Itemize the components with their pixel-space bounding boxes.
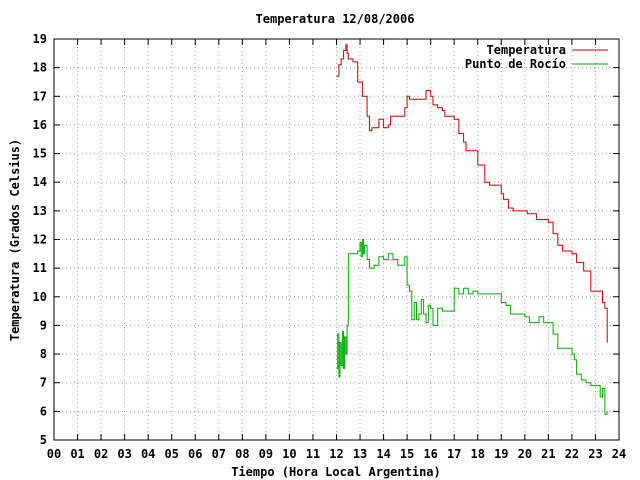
y-axis-ticks: 5 6 7 8 9 10 11 12 13 14 15 16 17 18 19: [33, 32, 619, 447]
x-tick-label: 06: [188, 447, 202, 461]
chart-title: Temperatura 12/08/2006: [256, 12, 415, 26]
grid: [54, 39, 619, 440]
y-tick-label: 6: [40, 404, 47, 418]
x-tick-label: 22: [565, 447, 579, 461]
y-tick-label: 13: [33, 204, 47, 218]
x-tick-label: 23: [588, 447, 602, 461]
x-tick-label: 15: [400, 447, 414, 461]
y-tick-label: 14: [33, 175, 47, 189]
y-axis-label: Temperatura (Grados Celsius): [8, 139, 22, 341]
y-tick-label: 8: [40, 347, 47, 361]
x-tick-label: 12: [329, 447, 343, 461]
series-lines: [336, 44, 608, 415]
x-tick-label: 10: [282, 447, 296, 461]
y-tick-label: 19: [33, 32, 47, 46]
x-tick-label: 14: [376, 447, 390, 461]
x-tick-label: 04: [141, 447, 155, 461]
x-tick-label: 02: [94, 447, 108, 461]
x-tick-label: 09: [259, 447, 273, 461]
series-2-legend-label: Punto de Rocío: [465, 57, 566, 71]
x-tick-label: 21: [541, 447, 555, 461]
x-axis-label: Tiempo (Hora Local Argentina): [231, 465, 441, 479]
x-tick-label: 17: [447, 447, 461, 461]
y-tick-label: 17: [33, 89, 47, 103]
series-1-legend-label: Temperatura: [487, 43, 566, 57]
x-tick-label: 07: [212, 447, 226, 461]
x-tick-label: 08: [235, 447, 249, 461]
x-tick-label: 00: [47, 447, 61, 461]
x-tick-label: 20: [518, 447, 532, 461]
x-tick-label: 16: [423, 447, 437, 461]
x-tick-label: 13: [353, 447, 367, 461]
y-tick-label: 9: [40, 318, 47, 332]
y-tick-label: 5: [40, 433, 47, 447]
x-tick-label: 03: [117, 447, 131, 461]
y-tick-label: 18: [33, 61, 47, 75]
x-axis-ticks: 00 01 02 03 04 05 06 07 08 09 10 11 12 13 14 15 16 17 18 19…: [47, 39, 626, 461]
y-tick-label: 11: [33, 261, 47, 275]
x-tick-label: 05: [164, 447, 178, 461]
x-tick-label: 01: [70, 447, 84, 461]
x-tick-label: 18: [471, 447, 485, 461]
x-tick-label: 24: [612, 447, 626, 461]
y-tick-label: 15: [33, 147, 47, 161]
x-tick-label: 19: [494, 447, 508, 461]
y-tick-label: 16: [33, 118, 47, 132]
y-tick-label: 7: [40, 376, 47, 390]
y-tick-label: 10: [33, 290, 47, 304]
x-tick-label: 11: [306, 447, 320, 461]
y-tick-label: 12: [33, 233, 47, 247]
series-1-line: [336, 44, 608, 343]
series-2-line: [336, 239, 608, 415]
